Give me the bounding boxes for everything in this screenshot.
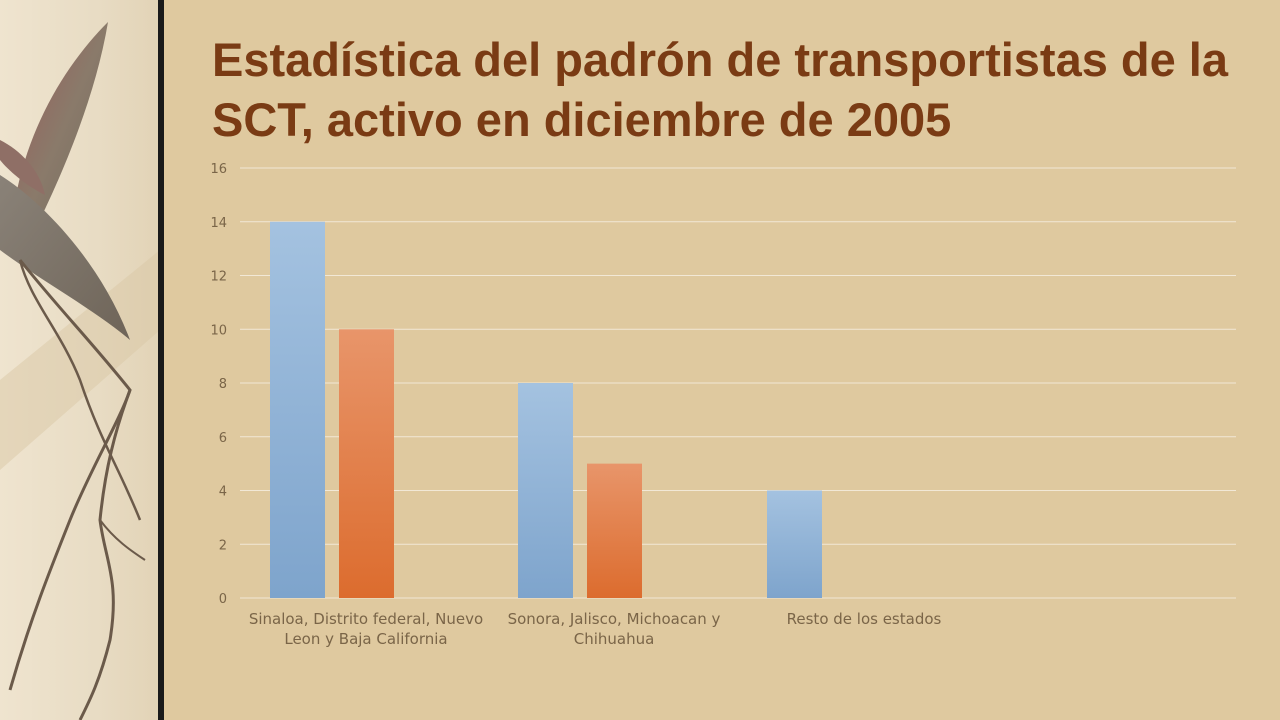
leaf-branch-illustration [0, 22, 160, 720]
bar-series-2-category-2 [587, 463, 642, 598]
bar-series-1-category-1 [270, 221, 325, 598]
bar-series-2-category-1 [339, 329, 394, 598]
y-tick-label: 4 [219, 485, 227, 500]
x-category-label: Resto de los estados [786, 610, 942, 628]
decorative-side-panel [0, 0, 160, 720]
bar-series-1-category-3 [767, 490, 822, 598]
y-tick-label: 0 [219, 592, 227, 607]
y-tick-label: 6 [219, 431, 227, 446]
x-category-label: Sonora, Jalisco, Michoacan y Chihuahua [507, 610, 721, 648]
y-tick-label: 16 [210, 162, 227, 177]
y-tick-label: 10 [210, 323, 227, 338]
bar-series-1-category-2 [518, 383, 573, 598]
y-tick-label: 12 [210, 270, 227, 285]
y-tick-label: 2 [219, 538, 227, 553]
page-title: Estadística del padrón de transportistas… [212, 33, 1229, 146]
y-tick-label: 8 [219, 377, 227, 392]
vertical-divider [158, 0, 164, 720]
x-category-label: Sinaloa, Distrito federal, Nuevo Leon y … [248, 610, 484, 648]
y-tick-label: 14 [210, 216, 227, 231]
